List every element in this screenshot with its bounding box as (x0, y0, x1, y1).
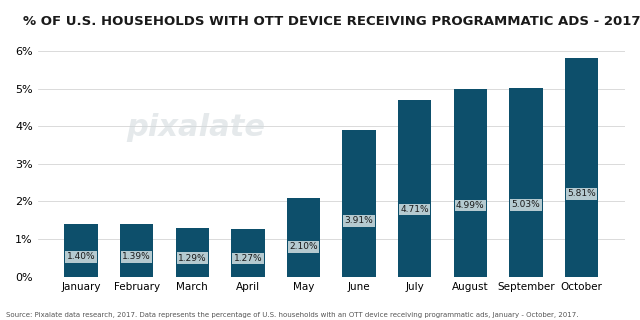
Bar (454, 89, 487, 277)
Title: % OF U.S. HOUSEHOLDS WITH OTT DEVICE RECEIVING PROGRAMMATIC ADS - 2017: % OF U.S. HOUSEHOLDS WITH OTT DEVICE REC… (22, 15, 640, 28)
Bar (398, 100, 431, 277)
Text: 1.40%: 1.40% (67, 252, 95, 261)
Text: 5.03%: 5.03% (511, 200, 540, 209)
Text: 4.99%: 4.99% (456, 201, 484, 210)
Text: 2.10%: 2.10% (289, 242, 318, 251)
Bar (64, 224, 98, 277)
Text: 1.29%: 1.29% (178, 254, 207, 263)
Text: 3.91%: 3.91% (345, 216, 374, 225)
Bar (175, 228, 209, 277)
Text: 5.81%: 5.81% (567, 189, 596, 198)
Text: 1.39%: 1.39% (122, 252, 151, 261)
Bar (342, 130, 376, 277)
Bar (120, 224, 154, 277)
Text: pixalate: pixalate (127, 113, 266, 142)
Bar (231, 229, 264, 277)
Bar (565, 58, 598, 277)
Bar (509, 88, 543, 277)
Text: 4.71%: 4.71% (401, 205, 429, 214)
Text: Source: Pixalate data research, 2017. Data represents the percentage of U.S. hou: Source: Pixalate data research, 2017. Da… (6, 312, 579, 318)
Bar (287, 198, 320, 277)
Text: 1.27%: 1.27% (234, 254, 262, 263)
